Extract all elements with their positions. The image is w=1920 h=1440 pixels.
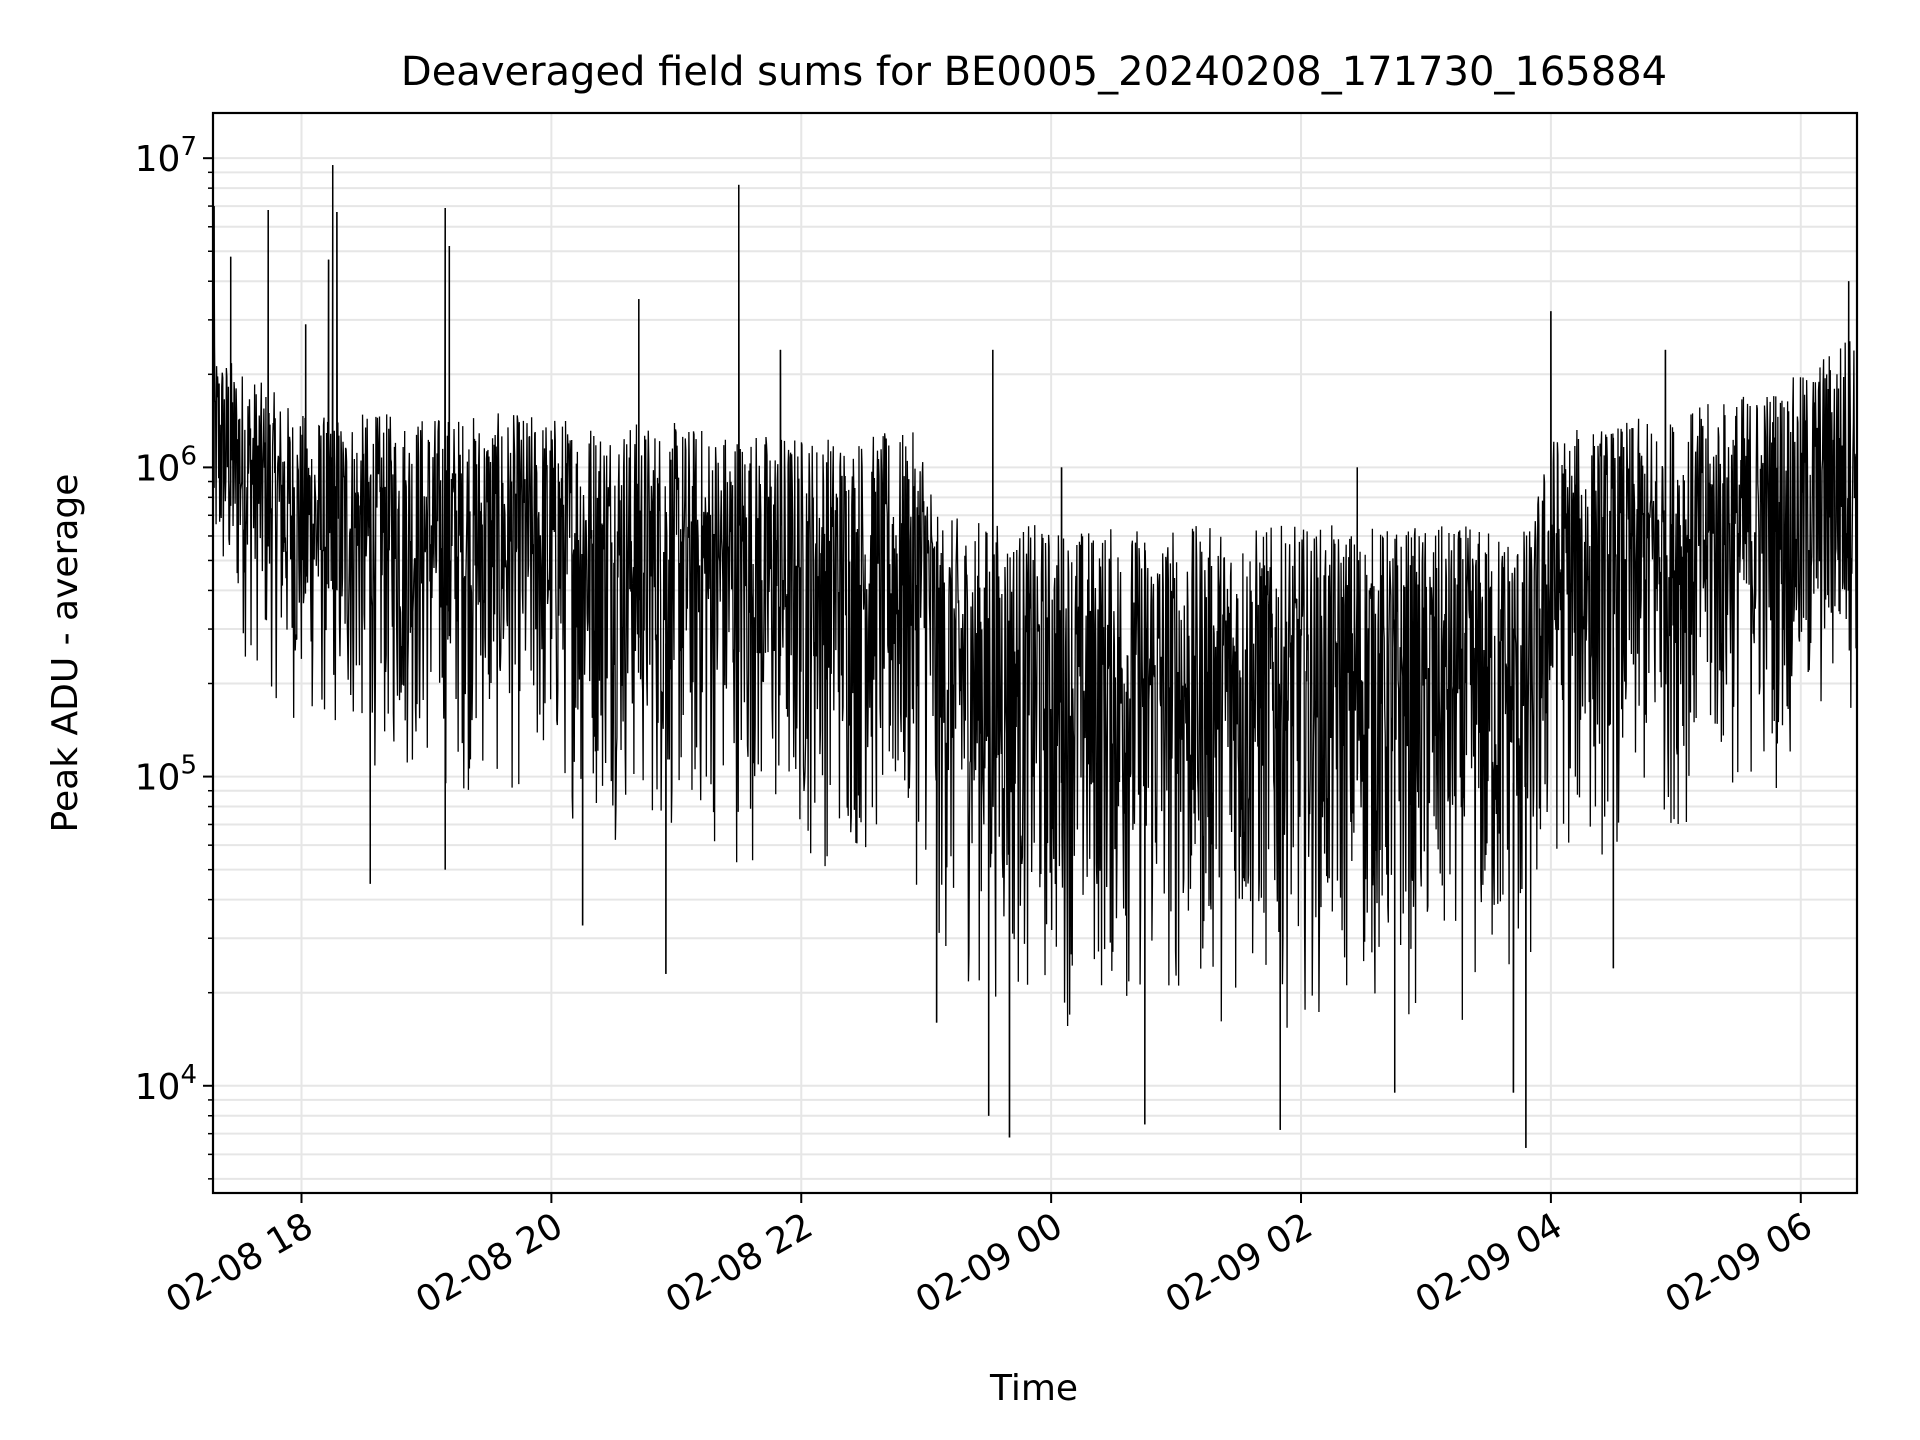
y-axis-label: Peak ADU - average (45, 474, 86, 833)
series-layer (213, 165, 1857, 1148)
axes-frame (211, 111, 1859, 1195)
y-tick-label: 106 (135, 441, 197, 489)
y-tick-label: 105 (135, 751, 197, 799)
plot-area: 02-08 18 02-08 20 02-08 22 02-09 00 02-09 02… (135, 111, 1859, 1322)
x-axis-label: Time (989, 1368, 1078, 1409)
series-line (213, 165, 1857, 1148)
y-tick-label: 107 (135, 132, 197, 180)
y-tick-label: 104 (135, 1060, 197, 1108)
y-axis: 104 105 106 107 (135, 132, 213, 1180)
minor-gridlines (213, 171, 1857, 1180)
chart-title: Deaveraged field sums for BE0005_2024020… (401, 49, 1667, 95)
